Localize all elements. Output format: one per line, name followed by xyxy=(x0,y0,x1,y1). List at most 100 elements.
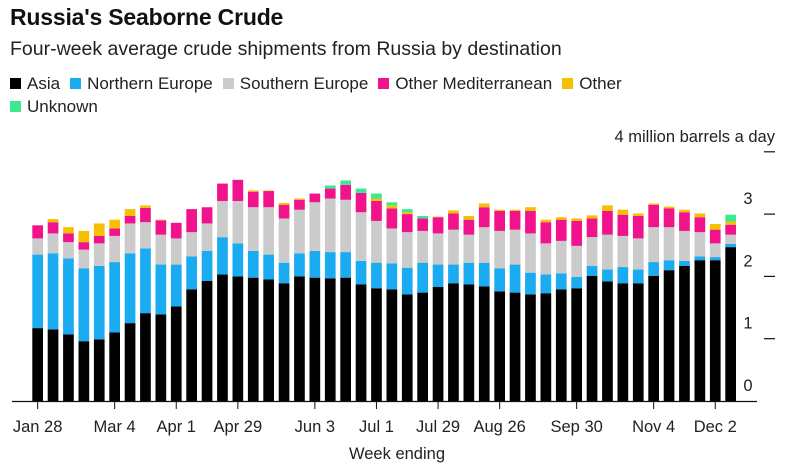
bar-segment-northern-europe xyxy=(247,250,259,278)
bar-segment-other-mediterranean xyxy=(324,188,336,199)
bar-segment-asia xyxy=(140,313,151,401)
legend-swatch xyxy=(222,78,234,89)
bar-segment-southern-europe xyxy=(232,201,244,244)
bar-segment-other-mediterranean xyxy=(201,207,213,224)
bar-segment-southern-europe xyxy=(294,209,305,254)
legend-swatch xyxy=(378,78,390,89)
bar-segment-asia xyxy=(355,284,367,401)
bar-segment-other-mediterranean xyxy=(540,222,552,244)
bar-segment-northern-europe xyxy=(93,265,105,340)
bar-segment-asia xyxy=(586,275,598,401)
bar-segment-asia xyxy=(93,339,105,401)
bar-segment-asia xyxy=(540,293,552,401)
bar-segment-other-mediterranean xyxy=(47,222,59,234)
bar-segment-northern-europe xyxy=(432,264,444,287)
bar-segment-northern-europe xyxy=(32,254,43,329)
bar-segment-other xyxy=(617,209,629,215)
bar-segment-other xyxy=(540,219,552,223)
y-tick-label: 2 xyxy=(743,252,752,270)
bar-segment-other-mediterranean xyxy=(586,218,598,238)
bar-segment-northern-europe xyxy=(355,260,367,285)
legend-swatch xyxy=(70,78,82,89)
x-tick-label: Jan 28 xyxy=(13,418,63,436)
bar-segment-other xyxy=(63,227,74,234)
legend: Asia Northern Europe Southern Europe Other … xyxy=(10,72,770,118)
y-tick-label: 0 xyxy=(743,377,752,395)
bar-segment-northern-europe xyxy=(186,256,197,290)
bar-segment-asia xyxy=(263,279,274,401)
x-tick-label: Apr 1 xyxy=(157,418,196,436)
bar-segment-asia xyxy=(278,283,290,401)
bar-segment-other xyxy=(478,203,490,208)
x-tick-label: Nov 4 xyxy=(632,418,675,436)
bar-segment-asia xyxy=(617,283,629,401)
bar-segment-northern-europe xyxy=(278,262,290,284)
bar-segment-other xyxy=(124,209,136,216)
bar-segment-other-mediterranean xyxy=(124,215,136,224)
bar-segment-other xyxy=(494,209,505,211)
bar-segment-other-mediterranean xyxy=(478,207,490,228)
chart-title: Russia's Seaborne Crude xyxy=(10,4,284,30)
bar-segment-unknown xyxy=(371,193,382,199)
bar-segment-northern-europe xyxy=(155,264,167,315)
bar-segment-northern-europe xyxy=(663,260,675,271)
bar-segment-northern-europe xyxy=(124,253,136,324)
bar-segment-northern-europe xyxy=(571,277,582,289)
bar-segment-other xyxy=(571,218,582,221)
bar-segment-southern-europe xyxy=(371,220,382,263)
bar-segment-asia xyxy=(78,341,90,401)
bar-segment-southern-europe xyxy=(78,249,90,269)
bar-segment-other-mediterranean xyxy=(525,210,536,234)
bar-segment-southern-europe xyxy=(525,233,536,273)
bar-segment-southern-europe xyxy=(586,237,598,266)
bar-segment-other-mediterranean xyxy=(648,204,659,228)
bar-segment-northern-europe xyxy=(294,253,305,277)
bar-segment-asia xyxy=(294,276,305,401)
bar-segment-other-mediterranean xyxy=(632,215,644,239)
bar-segment-southern-europe xyxy=(602,234,613,270)
bar-segment-southern-europe xyxy=(278,218,290,263)
bar-segment-other xyxy=(78,230,90,243)
bar-segment-asia xyxy=(632,283,644,401)
bar-segment-southern-europe xyxy=(448,229,459,265)
bar-segment-other-mediterranean xyxy=(32,225,43,239)
bar-segment-other xyxy=(371,198,382,202)
bar-segment-asia xyxy=(201,280,213,401)
bar-segment-asia xyxy=(694,260,706,401)
bar-segment-asia xyxy=(663,270,675,401)
legend-label: Other xyxy=(579,74,622,93)
bar-segment-asia xyxy=(463,284,475,401)
bar-segment-other xyxy=(448,210,459,214)
bar-segment-asia xyxy=(217,274,228,401)
bar-segment-other-mediterranean xyxy=(694,217,706,233)
bar-segment-northern-europe xyxy=(679,260,690,266)
bar-segment-northern-europe xyxy=(494,268,505,292)
legend-label: Southern Europe xyxy=(239,74,369,93)
bar-segment-other xyxy=(401,212,413,215)
bar-segment-southern-europe xyxy=(725,234,736,245)
bar-segment-northern-europe xyxy=(709,257,721,261)
x-tick-label: Aug 26 xyxy=(474,418,526,436)
bar-segment-other xyxy=(294,198,305,200)
bar-segment-asia xyxy=(309,277,321,401)
bar-segment-other-mediterranean xyxy=(309,193,321,203)
bar-segment-southern-europe xyxy=(155,234,167,265)
bar-segment-southern-europe xyxy=(478,227,490,263)
bar-segment-northern-europe xyxy=(78,268,90,342)
bar-segment-southern-europe xyxy=(340,199,351,253)
bar-segment-northern-europe xyxy=(586,265,598,276)
bar-segment-other xyxy=(709,224,721,230)
bar-segment-other-mediterranean xyxy=(401,214,413,233)
bar-segment-other xyxy=(93,223,105,236)
x-tick-label: Jul 29 xyxy=(416,418,460,436)
x-tick-label: Mar 4 xyxy=(94,418,136,436)
bar-segment-southern-europe xyxy=(709,243,721,258)
bar-segment-asia xyxy=(709,260,721,401)
bar-segment-southern-europe xyxy=(247,207,259,251)
bar-segment-other-mediterranean xyxy=(232,179,244,202)
bar-segment-asia xyxy=(247,277,259,401)
bar-segment-northern-europe xyxy=(324,252,336,279)
legend-item: Other xyxy=(562,72,622,95)
bar-segment-other xyxy=(155,219,167,221)
bar-segment-other xyxy=(725,221,736,225)
